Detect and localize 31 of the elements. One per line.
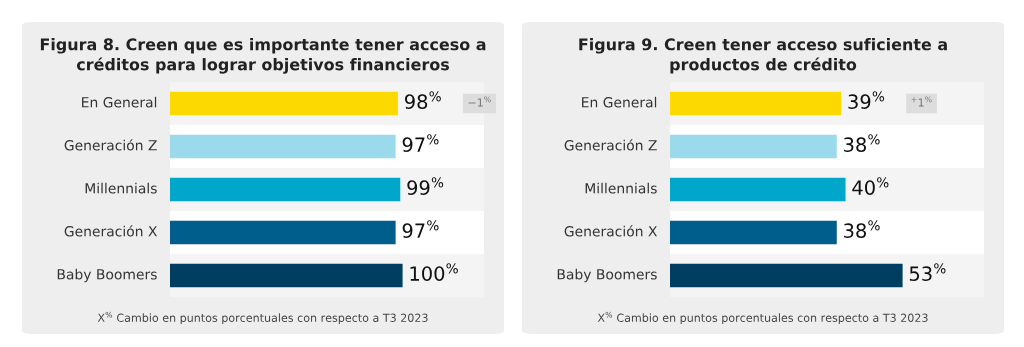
- data-label: 97$^{%}$: [402, 134, 439, 152]
- y-tick-label: Generación Z: [564, 139, 657, 151]
- y-tick-label: Baby Boomers: [557, 268, 657, 283]
- data-label: 98$^{%}$: [404, 91, 441, 109]
- data-label: 38$^{%}$: [844, 134, 880, 152]
- y-tick-label: Generación X: [64, 225, 158, 237]
- data-label: 97$^{%}$: [402, 220, 439, 238]
- y-tick-label: Millennials: [585, 182, 657, 194]
- data-label: 99$^{%}$: [407, 177, 444, 195]
- data-label: 100$^{%}$: [410, 263, 458, 281]
- y-tick-label: Generación X: [564, 225, 658, 237]
- bar: [670, 177, 846, 202]
- bar: [670, 263, 903, 288]
- bar: [670, 134, 837, 159]
- chart-title: Figura 9. Creen tener acceso suficiente a productos de crédito: [579, 38, 947, 74]
- data-label: 40$^{%}$: [852, 177, 889, 195]
- text: X$^{%}$ Cambio en puntos porcentuales con respecto a T3 2023: [97, 311, 428, 325]
- data-label: 38$^{%}$: [844, 220, 880, 238]
- data-label: 39$^{%}$: [848, 91, 885, 109]
- data-label: 53$^{%}$: [909, 263, 946, 281]
- text: X$^{%}$ Cambio en puntos porcentuales con respecto a T3 2023: [597, 311, 928, 325]
- y-tick-label: Generación Z: [64, 139, 157, 151]
- text: −1$^{%}$: [468, 96, 491, 107]
- y-tick-label: Millennials: [85, 182, 157, 194]
- y-tick-label: En General: [82, 96, 157, 108]
- bar: [670, 220, 837, 245]
- y-tick-label: Baby Boomers: [57, 268, 157, 283]
- bar: [670, 91, 842, 116]
- chart-title: Figura 8. Creen que es importante tener acceso a créditos para lograr objetivos financieros: [40, 38, 486, 74]
- text: $^{+}$1$^{%}$: [911, 96, 932, 107]
- y-tick-label: En General: [582, 96, 657, 108]
